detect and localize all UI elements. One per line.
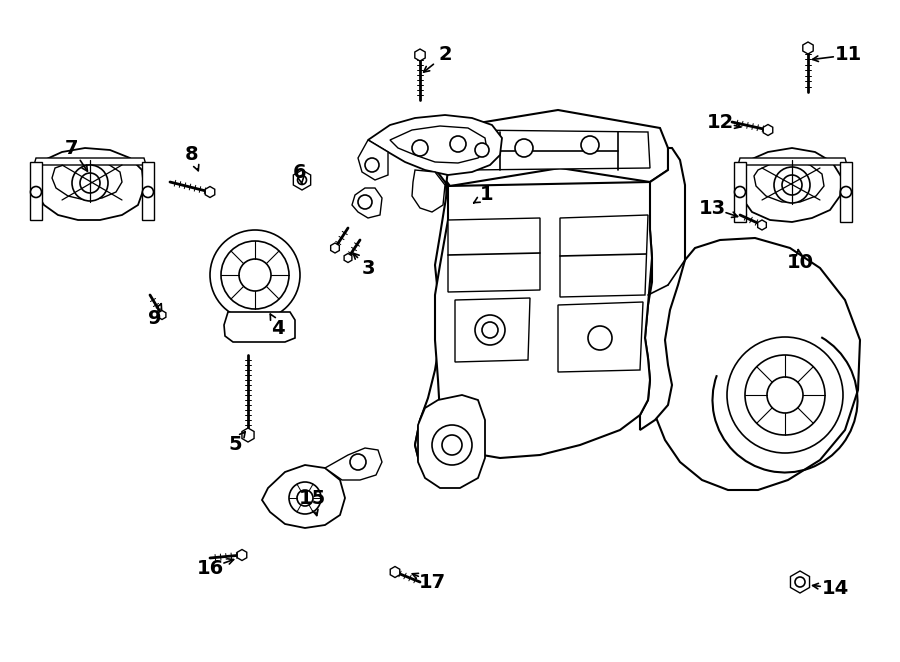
Polygon shape bbox=[415, 186, 470, 470]
Polygon shape bbox=[325, 448, 382, 480]
Polygon shape bbox=[558, 302, 643, 372]
Polygon shape bbox=[560, 215, 648, 297]
Circle shape bbox=[482, 322, 498, 338]
Circle shape bbox=[450, 136, 466, 152]
Polygon shape bbox=[738, 158, 847, 165]
Circle shape bbox=[841, 187, 851, 197]
Polygon shape bbox=[36, 148, 144, 220]
Circle shape bbox=[289, 482, 321, 514]
Polygon shape bbox=[30, 162, 42, 220]
Polygon shape bbox=[435, 182, 652, 458]
Polygon shape bbox=[415, 49, 425, 61]
Polygon shape bbox=[455, 298, 530, 362]
Polygon shape bbox=[293, 170, 310, 190]
Polygon shape bbox=[803, 42, 814, 54]
Circle shape bbox=[80, 173, 100, 193]
Circle shape bbox=[475, 315, 505, 345]
Polygon shape bbox=[758, 220, 766, 230]
Circle shape bbox=[782, 175, 802, 195]
Circle shape bbox=[795, 577, 805, 587]
Circle shape bbox=[297, 490, 313, 506]
Polygon shape bbox=[368, 115, 502, 175]
Circle shape bbox=[72, 165, 108, 201]
Text: 7: 7 bbox=[65, 138, 79, 158]
Text: 17: 17 bbox=[418, 573, 446, 592]
Text: 10: 10 bbox=[787, 252, 814, 271]
Circle shape bbox=[581, 136, 599, 154]
Polygon shape bbox=[448, 218, 540, 292]
Circle shape bbox=[727, 337, 843, 453]
Circle shape bbox=[350, 454, 366, 470]
Text: 2: 2 bbox=[438, 46, 452, 64]
Text: 8: 8 bbox=[185, 146, 199, 164]
Polygon shape bbox=[734, 162, 746, 222]
Polygon shape bbox=[412, 170, 445, 212]
Text: 5: 5 bbox=[229, 436, 242, 455]
Circle shape bbox=[767, 377, 803, 413]
Circle shape bbox=[142, 187, 154, 197]
Polygon shape bbox=[224, 312, 295, 342]
Polygon shape bbox=[390, 126, 487, 163]
Circle shape bbox=[515, 139, 533, 157]
Polygon shape bbox=[418, 395, 485, 488]
Polygon shape bbox=[242, 428, 254, 442]
Circle shape bbox=[734, 187, 745, 197]
Polygon shape bbox=[763, 124, 773, 136]
Polygon shape bbox=[415, 148, 470, 470]
Polygon shape bbox=[840, 162, 852, 222]
Text: 12: 12 bbox=[706, 113, 733, 132]
Polygon shape bbox=[352, 188, 382, 218]
Text: 13: 13 bbox=[698, 199, 725, 218]
Circle shape bbox=[774, 167, 810, 203]
Polygon shape bbox=[754, 160, 824, 202]
Circle shape bbox=[358, 195, 372, 209]
Circle shape bbox=[239, 259, 271, 291]
Circle shape bbox=[31, 187, 41, 197]
Polygon shape bbox=[740, 148, 842, 222]
Circle shape bbox=[588, 326, 612, 350]
Circle shape bbox=[210, 230, 300, 320]
Polygon shape bbox=[205, 187, 215, 197]
Polygon shape bbox=[330, 243, 339, 253]
Polygon shape bbox=[262, 465, 345, 528]
Polygon shape bbox=[52, 160, 122, 200]
Polygon shape bbox=[358, 140, 388, 180]
Polygon shape bbox=[391, 567, 400, 577]
Text: 14: 14 bbox=[822, 579, 849, 598]
Polygon shape bbox=[640, 148, 685, 430]
Text: 6: 6 bbox=[293, 162, 307, 181]
Text: 3: 3 bbox=[361, 258, 374, 277]
Polygon shape bbox=[468, 130, 650, 170]
Circle shape bbox=[475, 143, 489, 157]
Circle shape bbox=[221, 241, 289, 309]
Circle shape bbox=[298, 175, 307, 185]
Polygon shape bbox=[648, 238, 860, 490]
Circle shape bbox=[432, 425, 472, 465]
Circle shape bbox=[442, 435, 462, 455]
Polygon shape bbox=[158, 310, 166, 320]
Polygon shape bbox=[344, 254, 352, 263]
Text: 16: 16 bbox=[196, 559, 223, 577]
Polygon shape bbox=[436, 110, 668, 186]
Text: 15: 15 bbox=[299, 489, 326, 508]
Circle shape bbox=[365, 158, 379, 172]
Text: 9: 9 bbox=[148, 308, 162, 328]
Text: 1: 1 bbox=[481, 185, 494, 205]
Circle shape bbox=[745, 355, 825, 435]
Polygon shape bbox=[34, 158, 146, 165]
Text: 4: 4 bbox=[271, 318, 284, 338]
Polygon shape bbox=[142, 162, 154, 220]
Text: 11: 11 bbox=[834, 46, 861, 64]
Circle shape bbox=[412, 140, 428, 156]
Polygon shape bbox=[238, 549, 247, 561]
Polygon shape bbox=[790, 571, 809, 593]
